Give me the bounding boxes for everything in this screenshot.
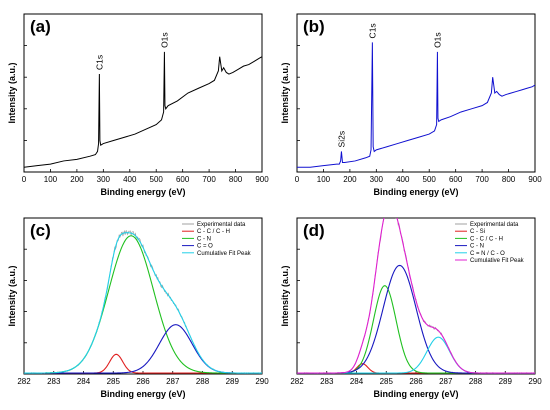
peak-annotation: O1s	[159, 32, 169, 48]
x-tick-label: 289	[499, 377, 513, 386]
panel-label: (c)	[30, 221, 51, 240]
x-tick-label: 600	[176, 175, 190, 184]
x-tick-label: 700	[202, 175, 216, 184]
component-line	[297, 336, 535, 374]
y-axis-title: Intensity (a.u.)	[280, 265, 290, 326]
legend-entry: Experimental data	[470, 222, 519, 228]
peak-annotation: C1s	[94, 55, 104, 70]
x-tick-label: 900	[255, 175, 269, 184]
plot-area	[24, 229, 262, 374]
legend-entry: C = O	[197, 244, 213, 250]
x-axis-title: Binding energy (eV)	[373, 389, 458, 399]
x-tick-label: 300	[370, 175, 384, 184]
panel-a: 0 100 200 300 400 500 600 700 800 900 Binding ener…	[7, 13, 269, 197]
y-axis-title: Intensity (a.u.)	[7, 265, 17, 326]
legend-entry: C - N	[470, 244, 484, 250]
panel-label: (b)	[303, 17, 325, 36]
spectrum-line	[297, 42, 535, 168]
x-tick-label: 500	[423, 175, 437, 184]
x-tick-label: 700	[475, 175, 489, 184]
x-tick-label: 287	[166, 377, 180, 386]
x-tick-label: 286	[136, 377, 150, 386]
peak-annotation: Si2s	[336, 131, 346, 148]
legend-entry: Cumulative Fit Peak	[197, 251, 252, 257]
x-tick-label: 0	[295, 175, 300, 184]
x-tick-label: 500	[150, 175, 164, 184]
x-tick-label: 284	[350, 377, 364, 386]
x-tick-label: 0	[22, 175, 27, 184]
legend-entry: C = N / C - O	[470, 251, 505, 257]
plot-area	[24, 51, 262, 168]
plot-area	[297, 42, 535, 168]
component-line	[297, 264, 535, 374]
x-tick-label: 282	[17, 377, 31, 386]
plot-frame	[23, 13, 263, 173]
component-line	[24, 324, 262, 374]
x-tick-label: 800	[502, 175, 516, 184]
x-axis-title: Binding energy (eV)	[100, 187, 185, 197]
legend-entry: C - N	[197, 236, 211, 242]
experimental-line	[297, 218, 535, 374]
x-tick-label: 290	[528, 377, 542, 386]
x-tick-label: 289	[226, 377, 240, 386]
x-tick-label: 100	[317, 175, 331, 184]
x-tick-label: 285	[107, 377, 121, 386]
legend-entry: C - Si	[470, 229, 485, 235]
x-tick-label: 282	[290, 377, 304, 386]
x-tick-label: 800	[229, 175, 243, 184]
plot-frame	[23, 217, 263, 375]
y-axis-title: Intensity (a.u.)	[280, 62, 290, 123]
x-tick-label: 284	[77, 377, 91, 386]
x-tick-label: 200	[70, 175, 84, 184]
x-tick-label: 283	[47, 377, 61, 386]
x-tick-label: 288	[469, 377, 483, 386]
cumulative-line	[24, 232, 262, 374]
peak-annotation: C1s	[367, 23, 377, 38]
legend-entry: C - C / C - H	[470, 236, 503, 242]
component-line	[24, 353, 262, 374]
x-tick-label: 288	[196, 377, 210, 386]
x-tick-label: 900	[528, 175, 542, 184]
x-tick-label: 286	[409, 377, 423, 386]
legend-entry: C - C / C - H	[197, 229, 230, 235]
legend-entry: Cumulative Fit Peak	[470, 258, 525, 264]
legend-entry: Experimental data	[197, 222, 246, 228]
x-tick-label: 200	[343, 175, 357, 184]
x-tick-label: 400	[396, 175, 410, 184]
x-tick-label: 287	[439, 377, 453, 386]
x-tick-label: 283	[320, 377, 334, 386]
x-tick-label: 400	[123, 175, 137, 184]
panel-label: (d)	[303, 221, 325, 240]
x-tick-label: 290	[255, 377, 269, 386]
x-tick-label: 100	[44, 175, 58, 184]
plot-frame	[296, 13, 536, 173]
peak-annotation: O1s	[432, 32, 442, 48]
panel-c: 282 283 284 285 286 287 288 289 290 Binding energ…	[7, 217, 269, 399]
panel-d: 282 283 284 285 286 287 288 289 290 Binding energ…	[280, 217, 542, 399]
panel-label: (a)	[30, 17, 51, 36]
x-tick-label: 600	[449, 175, 463, 184]
x-axis-title: Binding energy (eV)	[100, 389, 185, 399]
y-axis-title: Intensity (a.u.)	[7, 62, 17, 123]
panel-b: 0 100 200 300 400 500 600 700 800 900 Binding ener…	[280, 13, 542, 197]
cumulative-line	[297, 218, 535, 374]
plot-area	[297, 218, 535, 374]
x-tick-label: 300	[97, 175, 111, 184]
x-tick-label: 285	[380, 377, 394, 386]
x-axis-title: Binding energy (eV)	[373, 187, 458, 197]
spectrum-line	[24, 51, 262, 168]
